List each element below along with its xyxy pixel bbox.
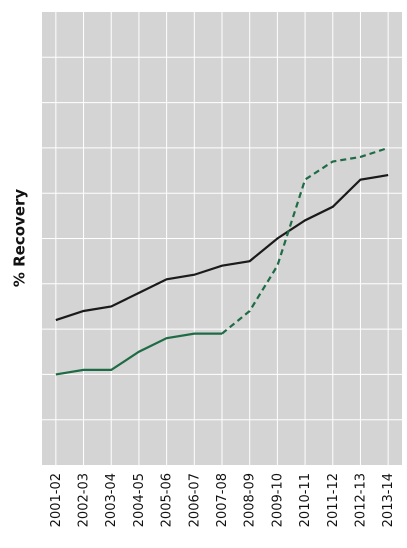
x-tick-label: 2006-07 [187, 473, 202, 527]
x-tick-label: 2004-05 [132, 473, 147, 527]
x-tick-label: 2013-14 [381, 473, 396, 527]
x-tick-label: 2008-09 [243, 473, 258, 527]
series-line [55, 332, 222, 376]
x-tick-label: 2001-02 [49, 473, 64, 527]
y-axis-label: % Recovery [11, 189, 29, 288]
series-line [221, 146, 389, 335]
x-tick-label: 2010-11 [298, 473, 313, 527]
x-tick-label: 2012-13 [353, 473, 368, 527]
x-tick-label: 2011-12 [326, 473, 341, 527]
x-tick-label: 2005-06 [160, 473, 175, 527]
x-tick-label: 2002-03 [77, 473, 92, 527]
x-tick-label: 2003-04 [104, 473, 119, 527]
series-line [55, 173, 389, 322]
x-tick-label: 2009-10 [270, 473, 285, 527]
x-tick-label: 2007-08 [215, 473, 230, 527]
